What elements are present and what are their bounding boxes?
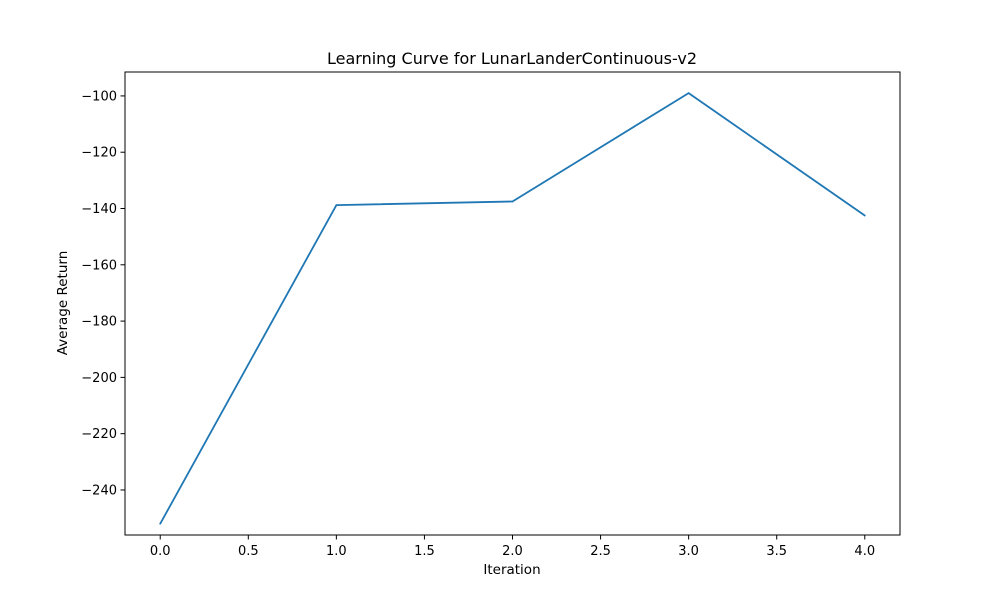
data-point — [687, 92, 690, 95]
x-tick-label: 3.5 — [766, 544, 787, 559]
y-tick-label: −240 — [81, 483, 117, 498]
x-tick-label: 0.5 — [238, 544, 259, 559]
y-tick-label: −200 — [81, 371, 117, 386]
y-tick-label: −160 — [81, 258, 117, 273]
x-tick-label: 2.0 — [502, 544, 523, 559]
x-tick-label: 3.0 — [678, 544, 699, 559]
data-point — [335, 204, 338, 207]
x-tick-label: 2.5 — [590, 544, 611, 559]
data-point — [511, 200, 514, 203]
y-tick-label: −120 — [81, 146, 117, 161]
x-axis-label: Iteration — [483, 562, 540, 578]
x-tick-label: 1.5 — [414, 544, 435, 559]
x-tick-label: 4.0 — [854, 544, 875, 559]
chart-title: Learning Curve for LunarLanderContinuous… — [327, 49, 697, 68]
y-tick-label: −180 — [81, 315, 117, 330]
data-point — [159, 522, 162, 525]
x-tick-label: 0.0 — [150, 544, 171, 559]
y-axis-label: Average Return — [55, 251, 71, 356]
y-tick-label: −140 — [81, 202, 117, 217]
y-tick-label: −100 — [81, 89, 117, 104]
plot-area: 0.0 0.5 1.0 1.5 2.0 2.5 3.0 3.5 4.0 −240 −220 −200 −… — [81, 71, 901, 559]
y-tick-label: −220 — [81, 427, 117, 442]
data-point — [863, 214, 866, 217]
x-tick-label: 1.0 — [326, 544, 347, 559]
